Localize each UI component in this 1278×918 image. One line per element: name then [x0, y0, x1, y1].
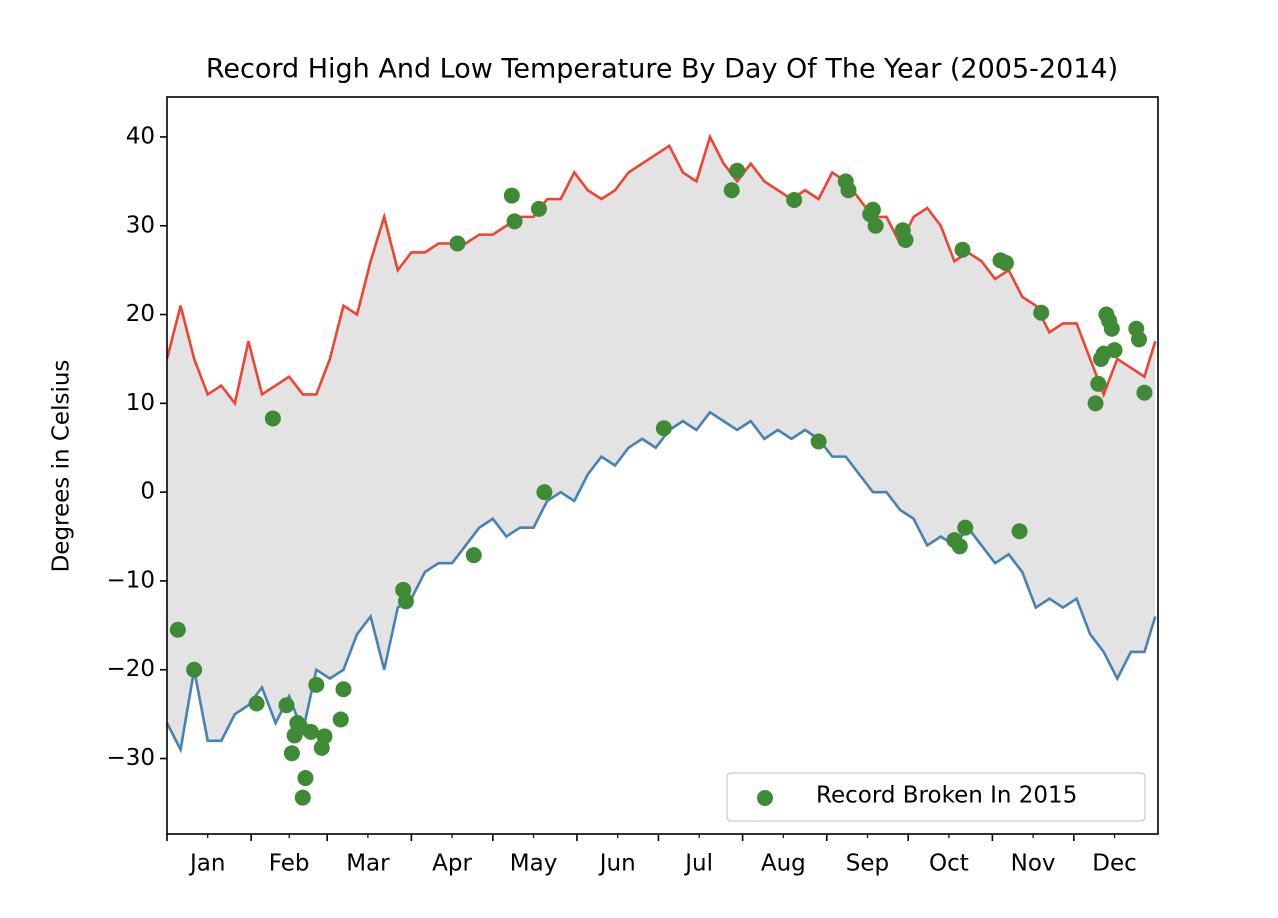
- scatter-point: [308, 676, 325, 693]
- scatter-point: [302, 723, 319, 740]
- x-tick-label: Apr: [432, 851, 472, 877]
- x-tick-label: Dec: [1092, 851, 1137, 877]
- scatter-point: [897, 231, 914, 248]
- scatter-point: [951, 538, 968, 555]
- scatter-point: [723, 182, 740, 199]
- scatter-point: [169, 621, 186, 638]
- legend-box: [726, 772, 1146, 822]
- scatter-point: [335, 681, 352, 698]
- scatter-point: [1130, 331, 1147, 348]
- axes-frame: [166, 96, 1159, 835]
- scatter-point: [503, 187, 520, 204]
- line: [165, 410, 1157, 754]
- scatter-point: [655, 420, 672, 437]
- scatter-point: [294, 789, 311, 806]
- scatter-point: [1136, 384, 1153, 401]
- scatter-point: [316, 728, 333, 745]
- scatter-point: [729, 162, 746, 179]
- x-tick-label: Aug: [761, 851, 806, 877]
- scatter-point: [332, 711, 349, 728]
- y-tick-label: −10: [106, 567, 155, 593]
- scatter-point: [297, 770, 314, 787]
- fill-between: [167, 136, 1156, 750]
- scatter-point: [840, 182, 857, 199]
- y-tick-label: 20: [126, 301, 155, 327]
- scatter-point: [1090, 375, 1107, 392]
- x-tick-label: Sep: [846, 851, 889, 877]
- scatter-point: [1103, 320, 1120, 337]
- scatter-point: [864, 201, 881, 218]
- scatter-point: [954, 241, 971, 258]
- y-tick-label: 0: [140, 479, 155, 505]
- scatter-point: [1033, 304, 1050, 321]
- y-tick-label: 10: [126, 390, 155, 416]
- scatter-point: [506, 213, 523, 230]
- legend-marker: [757, 790, 773, 806]
- x-tick-label: Jan: [188, 851, 225, 877]
- x-tick-label: Jul: [683, 851, 713, 877]
- y-tick-label: 30: [126, 212, 155, 238]
- x-tick-label: Nov: [1011, 851, 1056, 877]
- scatter-point: [1106, 342, 1123, 359]
- scatter-point: [186, 661, 203, 678]
- x-tick-label: Feb: [269, 851, 310, 877]
- y-tick-label: −20: [106, 656, 155, 682]
- x-tick-label: May: [510, 851, 558, 877]
- scatter-point: [957, 519, 974, 536]
- y-tick-label: 40: [126, 123, 155, 149]
- scatter-point: [248, 695, 265, 712]
- scatter-point: [283, 745, 300, 762]
- scatter-point: [397, 593, 414, 610]
- scatter-point: [867, 217, 884, 234]
- chart-title: Record High And Low Temperature By Day O…: [206, 54, 1118, 85]
- x-tick-label: Oct: [929, 851, 969, 877]
- scatter-point: [465, 547, 482, 564]
- scatter-point: [1011, 523, 1028, 540]
- y-axis-label: Degrees in Celsius: [49, 360, 75, 573]
- scatter-point: [536, 484, 553, 501]
- scatter-point: [1087, 395, 1104, 412]
- scatter-point: [449, 235, 466, 252]
- scatter-point: [786, 192, 803, 209]
- legend-label: Record Broken In 2015: [816, 783, 1077, 809]
- scatter-point: [997, 255, 1014, 272]
- scatter-point: [810, 433, 827, 450]
- scatter-point: [278, 697, 295, 714]
- x-tick-label: Mar: [346, 851, 390, 877]
- line: [165, 133, 1157, 407]
- y-tick-label: −30: [106, 745, 155, 771]
- scatter-point: [530, 200, 547, 217]
- scatter-point: [264, 410, 281, 427]
- x-tick-label: Jun: [598, 851, 636, 877]
